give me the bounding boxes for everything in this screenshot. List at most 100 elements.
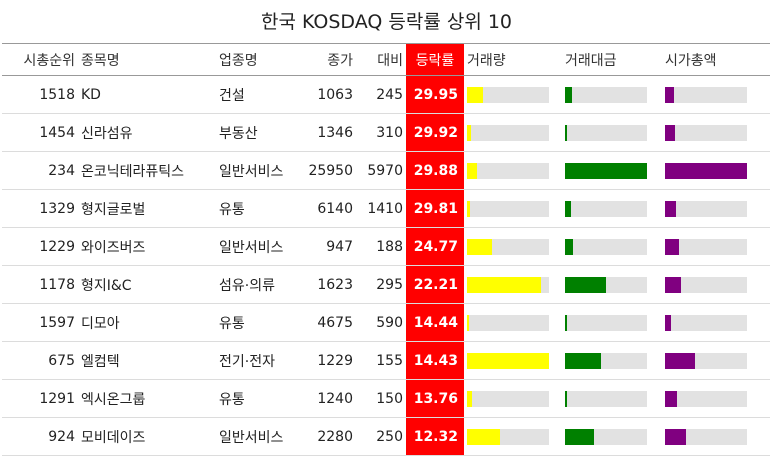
pct-cell: 13.76	[406, 379, 464, 418]
header-cap: 시가총액	[662, 43, 770, 76]
rank-cell: 924	[2, 417, 78, 456]
volume-bar-track	[467, 314, 549, 331]
cap-bar-track	[665, 238, 747, 255]
cap-bar-track	[665, 124, 747, 141]
change-cell: 310	[356, 113, 406, 152]
table-row: 1597 디모아 유통 4675 590 14.44	[2, 303, 770, 342]
rank-cell: 1329	[2, 189, 78, 228]
close-cell: 25950	[304, 151, 356, 190]
table-row: 1518 KD 건설 1063 245 29.95	[2, 75, 770, 114]
ranking-table: 시총순위 종목명 업종명 종가 대비 등락률 거래량 거래대금 시가총액 151…	[2, 43, 770, 456]
table-row: 234 온코닉테라퓨틱스 일반서비스 25950 5970 29.88	[2, 151, 770, 190]
cap-bar-track	[665, 200, 747, 217]
volume-bar-track	[467, 428, 549, 445]
value-bar-fill	[565, 162, 647, 179]
name-cell: 형지I&C	[78, 265, 216, 304]
volume-bar-fill	[467, 428, 500, 445]
cap-bar-fill	[665, 276, 681, 293]
value-bar-track	[565, 314, 647, 331]
cap-bar-cell	[662, 265, 770, 304]
pct-cell: 29.81	[406, 189, 464, 228]
change-cell: 150	[356, 379, 406, 418]
sector-cell: 유통	[216, 303, 304, 342]
cap-bar-track	[665, 276, 747, 293]
close-cell: 1240	[304, 379, 356, 418]
volume-bar-cell	[464, 265, 562, 304]
close-cell: 1623	[304, 265, 356, 304]
header-rank: 시총순위	[2, 43, 78, 76]
volume-bar-track	[467, 390, 549, 407]
value-bar-cell	[562, 227, 662, 266]
header-sector: 업종명	[216, 43, 304, 76]
value-bar-fill	[565, 200, 571, 217]
sector-cell: 전기·전자	[216, 341, 304, 380]
value-bar-cell	[562, 417, 662, 456]
close-cell: 1346	[304, 113, 356, 152]
name-cell: 엘컴텍	[78, 341, 216, 380]
volume-bar-cell	[464, 75, 562, 114]
change-cell: 250	[356, 417, 406, 456]
change-cell: 1410	[356, 189, 406, 228]
table-row: 1291 엑시온그룹 유통 1240 150 13.76	[2, 379, 770, 418]
value-bar-track	[565, 276, 647, 293]
value-bar-fill	[565, 238, 574, 255]
table-row: 1229 와이즈버즈 일반서비스 947 188 24.77	[2, 227, 770, 266]
value-bar-fill	[565, 124, 567, 141]
close-cell: 6140	[304, 189, 356, 228]
value-bar-cell	[562, 189, 662, 228]
cap-bar-cell	[662, 341, 770, 380]
cap-bar-fill	[665, 390, 678, 407]
cap-bar-fill	[665, 86, 675, 103]
volume-bar-fill	[467, 86, 484, 103]
volume-bar-cell	[464, 303, 562, 342]
close-cell: 2280	[304, 417, 356, 456]
name-cell: 모비데이즈	[78, 417, 216, 456]
value-bar-track	[565, 428, 647, 445]
sector-cell: 일반서비스	[216, 417, 304, 456]
pct-cell: 24.77	[406, 227, 464, 266]
table-row: 924 모비데이즈 일반서비스 2280 250 12.32	[2, 417, 770, 456]
rank-cell: 1178	[2, 265, 78, 304]
volume-bar-fill	[467, 162, 477, 179]
pct-cell: 22.21	[406, 265, 464, 304]
volume-bar-track	[467, 352, 549, 369]
name-cell: 형지글로벌	[78, 189, 216, 228]
volume-bar-track	[467, 276, 549, 293]
cap-bar-track	[665, 162, 747, 179]
name-cell: 디모아	[78, 303, 216, 342]
header-pct: 등락률	[406, 43, 464, 76]
value-bar-track	[565, 124, 647, 141]
cap-bar-fill	[665, 162, 747, 179]
change-cell: 155	[356, 341, 406, 380]
change-cell: 295	[356, 265, 406, 304]
value-bar-fill	[565, 390, 568, 407]
volume-bar-cell	[464, 113, 562, 152]
rank-cell: 1597	[2, 303, 78, 342]
volume-bar-cell	[464, 151, 562, 190]
cap-bar-fill	[665, 314, 671, 331]
cap-bar-cell	[662, 189, 770, 228]
table-row: 1178 형지I&C 섬유·의류 1623 295 22.21	[2, 265, 770, 304]
close-cell: 1229	[304, 341, 356, 380]
sector-cell: 유통	[216, 189, 304, 228]
header-change: 대비	[356, 43, 406, 76]
volume-bar-cell	[464, 341, 562, 380]
volume-bar-fill	[467, 124, 472, 141]
name-cell: 와이즈버즈	[78, 227, 216, 266]
volume-bar-fill	[467, 314, 469, 331]
rank-cell: 1454	[2, 113, 78, 152]
volume-bar-fill	[467, 352, 549, 369]
close-cell: 947	[304, 227, 356, 266]
cap-bar-cell	[662, 75, 770, 114]
cap-bar-fill	[665, 238, 679, 255]
cap-bar-track	[665, 314, 747, 331]
volume-bar-fill	[467, 200, 471, 217]
cap-bar-track	[665, 352, 747, 369]
value-bar-track	[565, 390, 647, 407]
pct-cell: 29.88	[406, 151, 464, 190]
value-bar-cell	[562, 151, 662, 190]
page-title: 한국 KOSDAQ 등락률 상위 10	[260, 11, 513, 33]
header-volume: 거래량	[464, 43, 562, 76]
volume-bar-cell	[464, 379, 562, 418]
sector-cell: 섬유·의류	[216, 265, 304, 304]
